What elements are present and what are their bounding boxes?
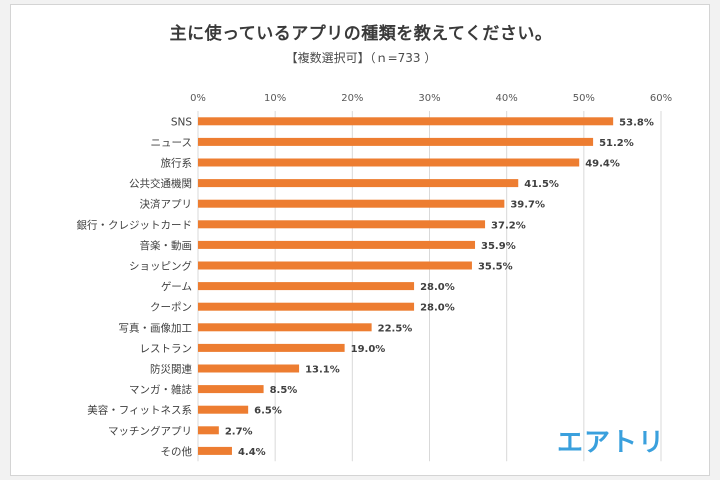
bar xyxy=(198,240,476,249)
bar xyxy=(198,282,415,291)
value-label: 35.5% xyxy=(478,262,513,273)
category-label: ゲーム xyxy=(161,281,192,293)
bar xyxy=(198,158,580,167)
value-label: 37.2% xyxy=(491,220,526,231)
bar xyxy=(198,364,300,373)
category-label: 防災関連 xyxy=(150,363,192,376)
bar xyxy=(198,446,232,455)
bar xyxy=(198,261,472,270)
bar xyxy=(198,117,614,126)
value-label: 13.1% xyxy=(305,365,340,376)
value-label: 28.0% xyxy=(420,282,455,293)
value-label: 49.4% xyxy=(585,159,620,170)
value-label: 35.9% xyxy=(481,241,516,252)
x-tick-label: 10% xyxy=(264,93,286,104)
category-label: マッチングアプリ xyxy=(108,424,192,437)
value-label: 22.5% xyxy=(378,323,413,334)
value-label: 6.5% xyxy=(254,406,282,417)
value-label: 4.4% xyxy=(238,447,266,458)
bar xyxy=(198,323,372,332)
value-label: 41.5% xyxy=(524,179,559,190)
category-label: 美容・フィットネス系 xyxy=(87,404,192,417)
x-tick-label: 0% xyxy=(190,93,206,104)
value-label: 19.0% xyxy=(351,344,386,355)
bar xyxy=(198,405,249,414)
x-tick-label: 50% xyxy=(573,93,595,104)
brand-logo: エアトリ xyxy=(556,428,665,458)
category-label: レストラン xyxy=(140,343,193,355)
category-label: 決済アプリ xyxy=(140,198,193,211)
x-tick-label: 40% xyxy=(496,93,518,104)
value-label: 39.7% xyxy=(510,200,545,211)
category-label: クーポン xyxy=(150,302,192,314)
bar xyxy=(198,385,264,394)
category-label: 銀行・クレジットカード xyxy=(77,218,193,231)
x-tick-label: 20% xyxy=(341,93,363,104)
x-tick-label: 30% xyxy=(418,93,440,104)
bar xyxy=(198,343,345,352)
value-label: 51.2% xyxy=(599,138,634,149)
category-label: 公共交通機関 xyxy=(129,177,192,190)
chart-subtitle: 【複数選択可】（ｎ=733 ） xyxy=(285,51,437,65)
bar xyxy=(198,220,486,229)
category-label: 旅行系 xyxy=(161,157,193,170)
category-label: ショッピング xyxy=(129,260,192,273)
value-label: 53.8% xyxy=(619,117,654,128)
x-tick-label: 60% xyxy=(650,93,672,104)
category-label: ニュース xyxy=(151,137,192,149)
bar xyxy=(198,179,519,188)
chart-frame: 主に使っているアプリの種類を教えてください。 【複数選択可】（ｎ=733 ） 0… xyxy=(10,4,710,476)
value-label: 28.0% xyxy=(420,303,455,314)
bar-chart: 0% 10% 20% 30% 40% 50% 60% SNS 53.8% ニュース 51.2% 旅行系… xyxy=(77,93,672,462)
category-label: SNS xyxy=(171,116,193,128)
chart-title: 主に使っているアプリの種類を教えてください。 xyxy=(169,24,553,44)
bar xyxy=(198,199,505,208)
value-label: 8.5% xyxy=(270,385,298,396)
category-label: その他 xyxy=(161,445,193,458)
bar xyxy=(198,302,415,311)
value-label: 2.7% xyxy=(225,426,253,437)
bar xyxy=(198,137,594,146)
bar xyxy=(198,426,219,435)
category-label: マンガ・雑誌 xyxy=(129,383,192,396)
category-label: 写真・画像加工 xyxy=(119,321,193,334)
category-label: 音楽・動画 xyxy=(140,239,193,252)
